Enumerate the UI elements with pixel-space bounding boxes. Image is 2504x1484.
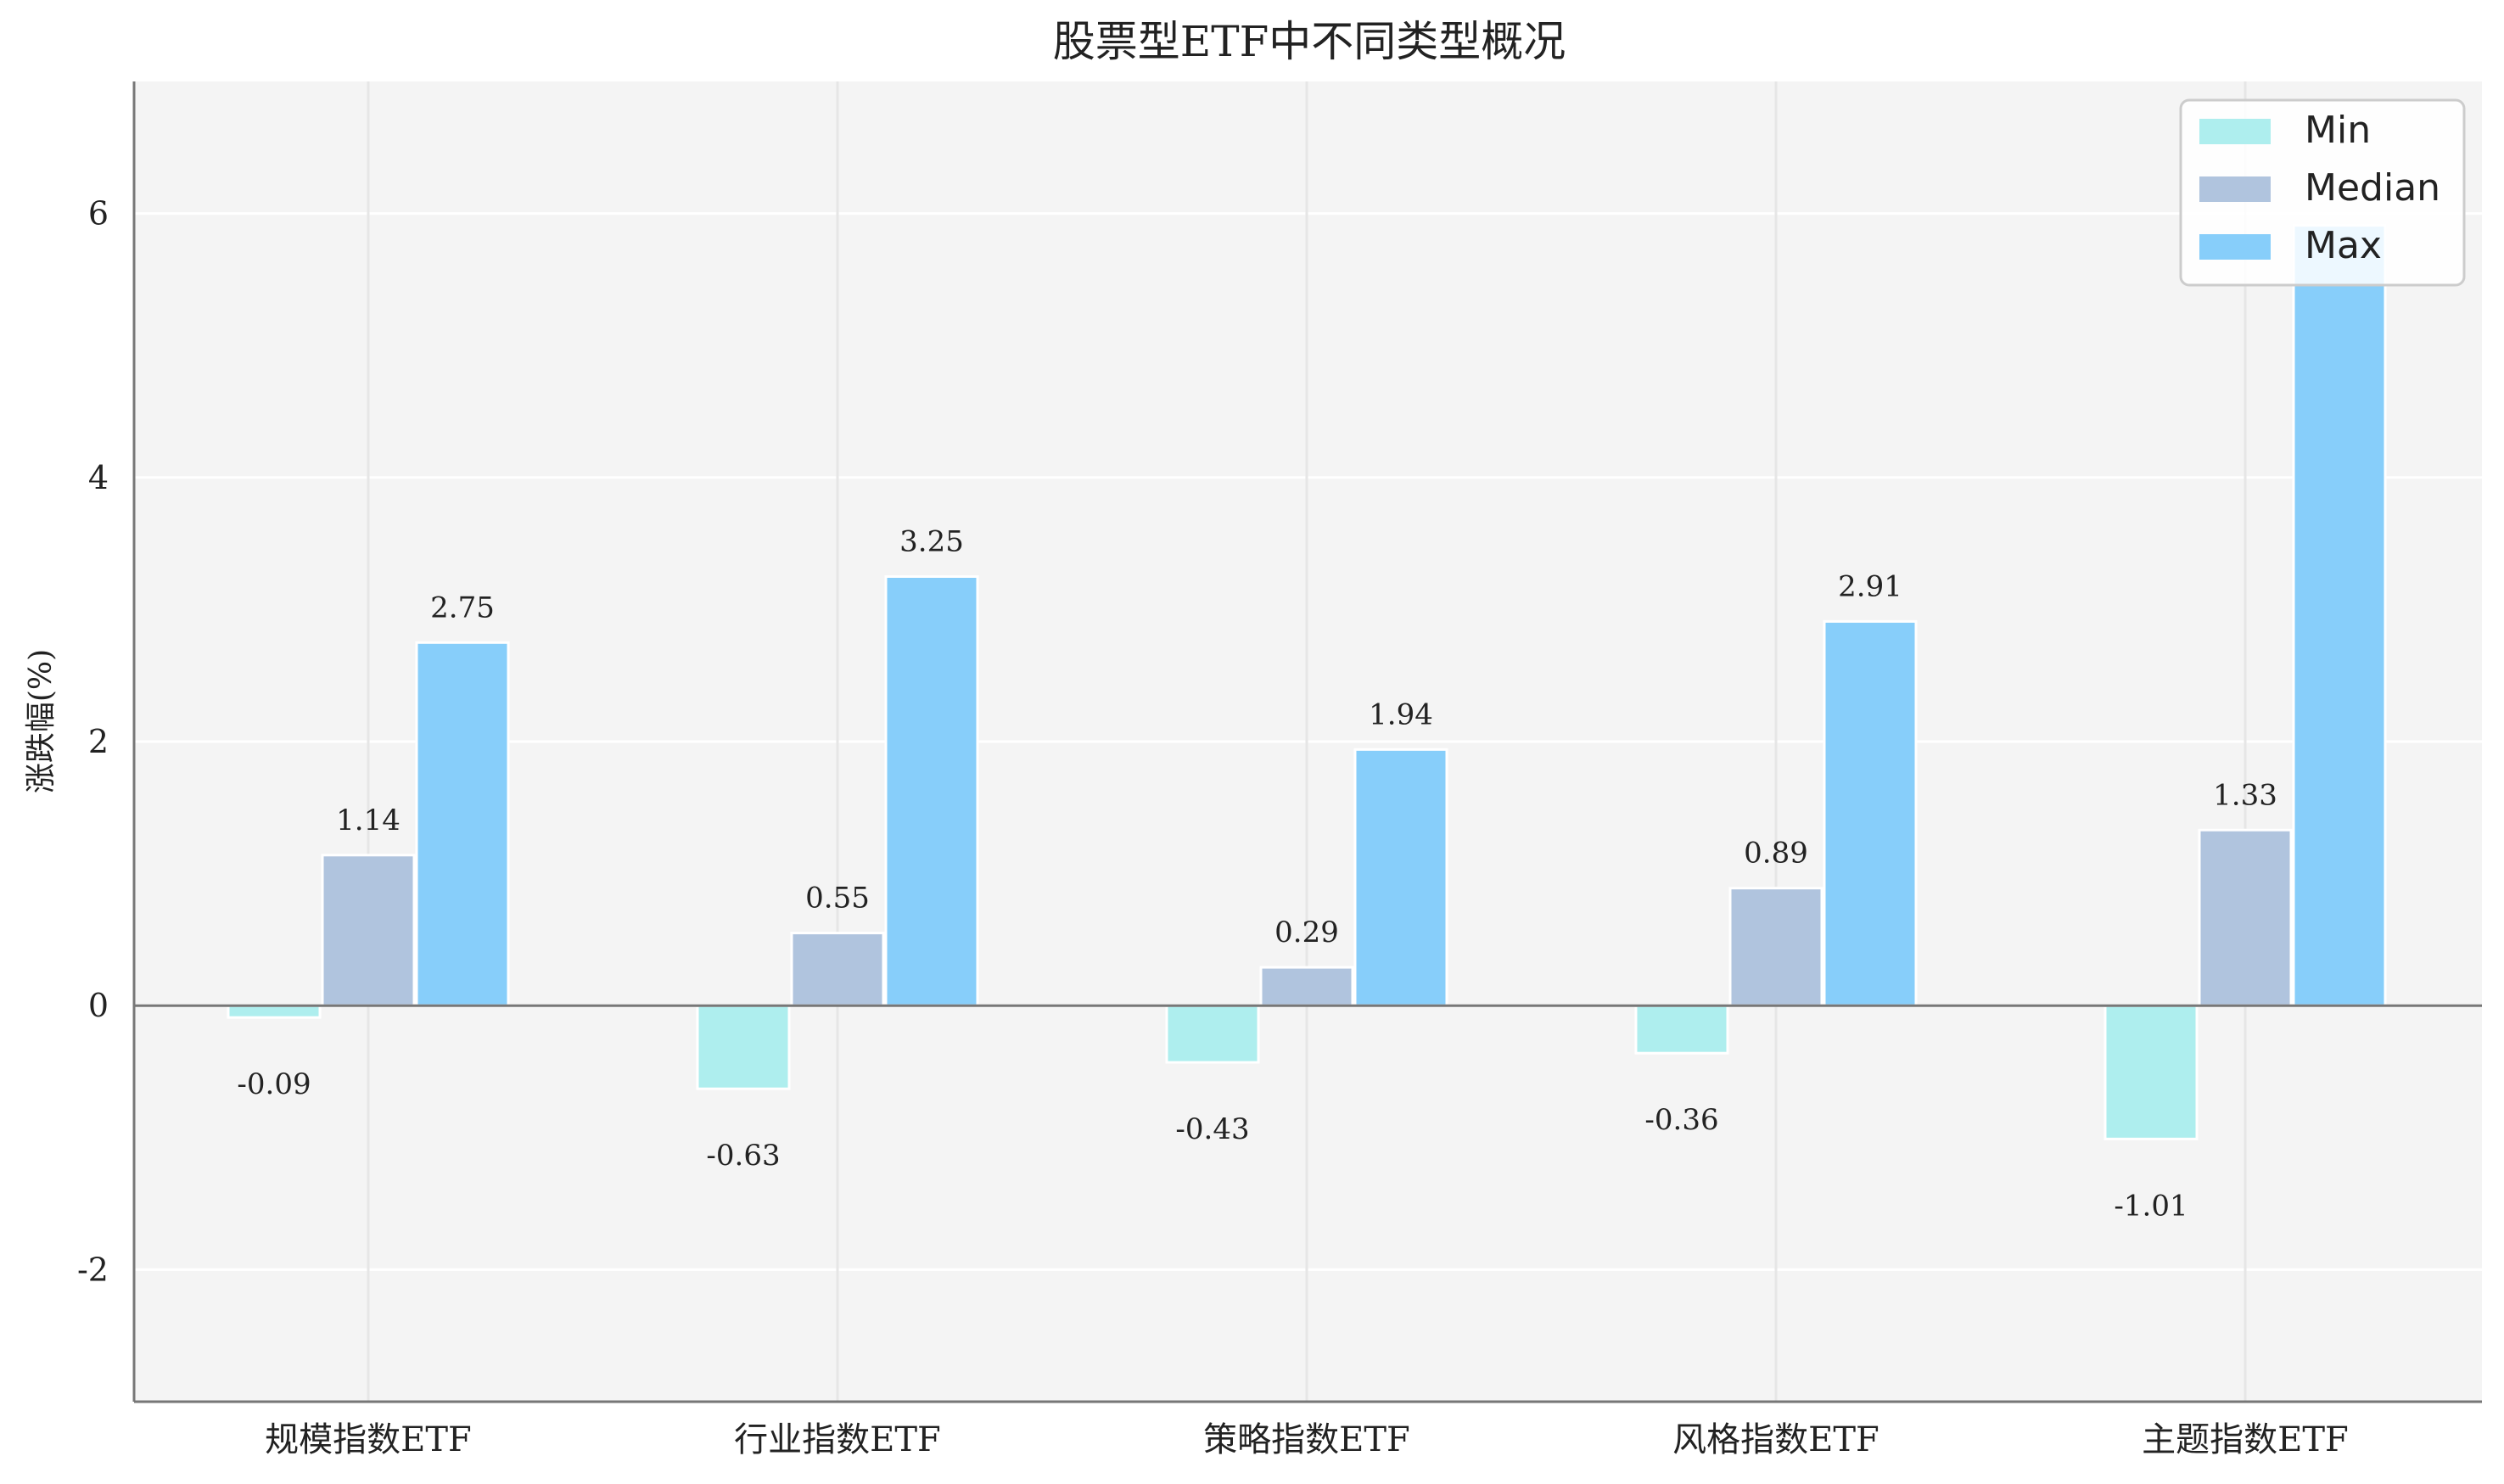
bar-median xyxy=(2198,828,2293,1007)
bar-value-label: 0.55 xyxy=(805,882,870,916)
y-tick-label: -2 xyxy=(77,1251,109,1288)
bar-labels: -0.09 -0.63 -0.43 -0.36 -1.01 1.14 0.55 0.29 0.8… xyxy=(237,525,2277,1224)
bar-max xyxy=(1823,619,1918,1007)
y-tick-label: 0 xyxy=(88,987,109,1024)
bar-value-label: -0.63 xyxy=(706,1139,780,1173)
bar-value-label: 3.25 xyxy=(899,525,964,559)
x-tick-label: 规模指数ETF xyxy=(265,1420,472,1459)
bar-value-label: -1.01 xyxy=(2114,1189,2187,1223)
y-tick-label: 4 xyxy=(88,459,109,496)
bar-min xyxy=(1634,1004,1729,1055)
bar-value-label: 1.14 xyxy=(336,804,401,837)
bar-value-label: 0.29 xyxy=(1274,916,1339,949)
y-tick-label: 6 xyxy=(88,195,109,232)
bar-median xyxy=(1259,966,1354,1007)
legend-swatch-min xyxy=(2199,119,2271,144)
legend-swatch-median xyxy=(2199,176,2271,202)
bar-max xyxy=(2292,224,2387,1007)
x-tick-label: 风格指数ETF xyxy=(1672,1420,1879,1459)
x-tick-labels: 规模指数ETF 行业指数ETF 策略指数ETF 风格指数ETF 主题指数ETF xyxy=(265,1420,2349,1459)
bar-value-label: -0.09 xyxy=(237,1067,311,1101)
x-tick-label: 行业指数ETF xyxy=(734,1420,941,1459)
y-tick-labels: -2 0 2 4 6 xyxy=(77,195,109,1289)
bar-min xyxy=(227,1004,322,1019)
legend-label: Min xyxy=(2305,109,2371,152)
bar-min xyxy=(2103,1004,2199,1140)
bar-min xyxy=(696,1004,791,1090)
bar-value-label: 1.94 xyxy=(1369,697,1433,731)
bar-value-label: -0.36 xyxy=(1644,1103,1718,1137)
bar-value-label: -0.43 xyxy=(1175,1112,1249,1146)
legend-label: Median xyxy=(2305,166,2440,210)
x-tick-label: 主题指数ETF xyxy=(2142,1420,2349,1459)
y-tick-label: 2 xyxy=(88,723,109,760)
bar-min xyxy=(1165,1004,1260,1064)
bar-median xyxy=(790,932,885,1007)
bar-max xyxy=(415,641,510,1007)
bar-max xyxy=(884,575,979,1007)
bar-value-label: 2.75 xyxy=(430,591,495,624)
x-tick-label: 策略指数ETF xyxy=(1203,1420,1410,1459)
bar-value-label: 0.89 xyxy=(1744,837,1808,871)
bar-value-label: 1.33 xyxy=(2213,778,2277,812)
legend: Min Median Max xyxy=(2179,98,2466,287)
bar-median xyxy=(1728,887,1823,1007)
legend-swatch-max xyxy=(2199,234,2271,260)
bar-value-label: 2.91 xyxy=(1838,569,1902,603)
legend-label: Max xyxy=(2305,224,2382,267)
axes xyxy=(132,81,2482,1403)
y-axis-label: 涨跌幅(%) xyxy=(24,649,59,793)
bar-median xyxy=(321,854,416,1007)
bar-max xyxy=(1353,748,1448,1007)
chart-title: 股票型ETF中不同类型概况 xyxy=(1053,17,1566,66)
bars xyxy=(227,224,2387,1140)
